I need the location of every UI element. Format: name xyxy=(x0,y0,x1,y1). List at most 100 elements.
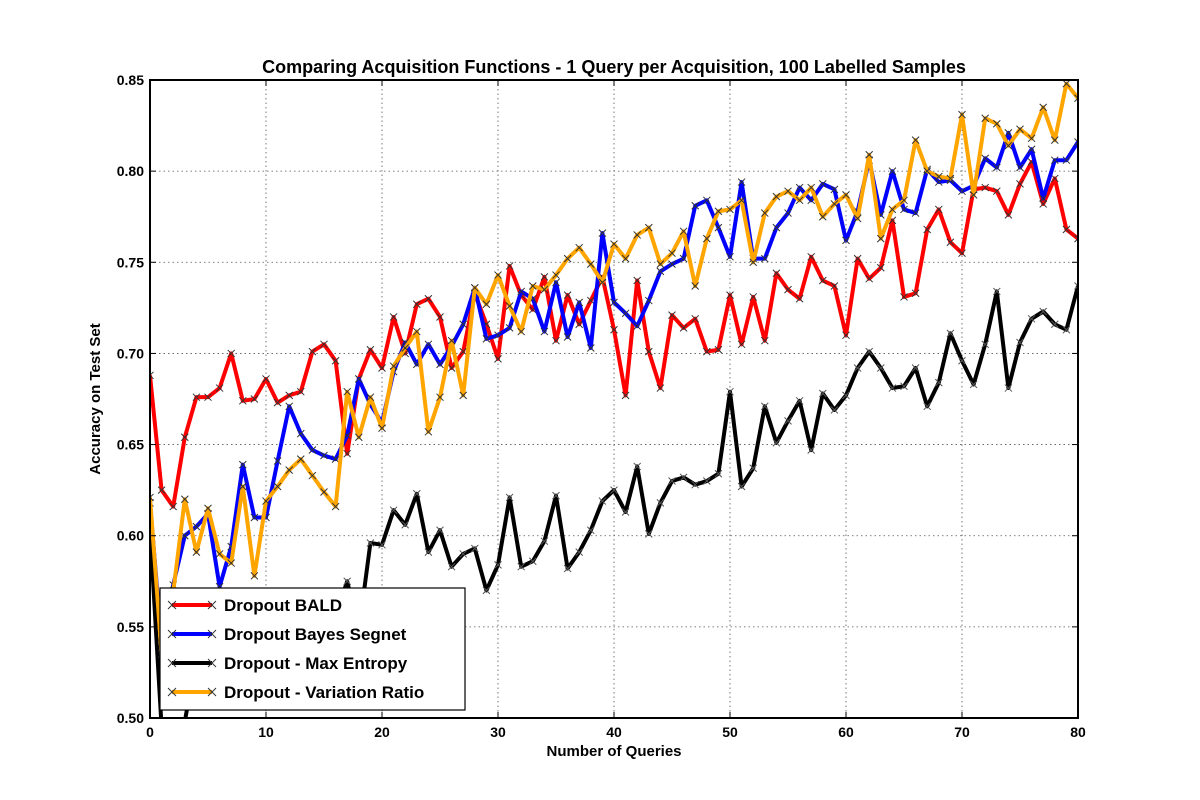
data-point xyxy=(157,486,166,494)
data-point xyxy=(818,212,827,221)
data-point xyxy=(818,276,827,285)
data-point xyxy=(389,362,398,371)
data-point xyxy=(1016,180,1024,188)
y-tick-label: 0.50 xyxy=(117,710,144,726)
data-point xyxy=(958,187,966,196)
data-point xyxy=(505,262,514,270)
data-point xyxy=(876,364,885,372)
data-point xyxy=(1004,384,1013,392)
data-point xyxy=(517,327,526,336)
data-point xyxy=(586,526,595,535)
data-point xyxy=(215,384,224,392)
data-point xyxy=(876,263,885,272)
data-point xyxy=(1016,125,1024,134)
data-point xyxy=(1050,156,1059,165)
data-point xyxy=(679,227,688,236)
data-point xyxy=(842,190,850,199)
data-point xyxy=(981,154,990,163)
x-tick-label: 40 xyxy=(606,724,622,740)
data-point xyxy=(900,293,908,301)
legend-marker xyxy=(207,658,217,668)
y-axis-label: Accuracy on Test Set xyxy=(87,323,104,474)
y-tick-label: 0.60 xyxy=(117,528,144,544)
data-point xyxy=(795,196,804,205)
data-point xyxy=(760,254,769,263)
data-point xyxy=(1062,80,1071,88)
data-point xyxy=(412,327,421,336)
y-tick-label: 0.65 xyxy=(117,437,144,453)
data-point xyxy=(563,564,572,573)
data-point xyxy=(250,571,259,580)
data-point xyxy=(150,493,154,502)
data-point xyxy=(714,207,723,216)
data-point xyxy=(1074,234,1078,243)
data-point xyxy=(424,340,433,349)
data-point xyxy=(714,223,723,232)
data-point xyxy=(505,324,514,332)
x-tick-label: 70 xyxy=(954,724,970,740)
data-point xyxy=(865,150,874,159)
data-point xyxy=(656,267,665,276)
data-point xyxy=(784,285,792,294)
series-1 xyxy=(150,158,1078,511)
data-point xyxy=(714,469,723,478)
data-point xyxy=(447,336,456,345)
legend-marker xyxy=(207,629,217,639)
legend-label: Dropout Bayes Segnet xyxy=(224,625,407,644)
data-point xyxy=(760,336,769,345)
data-point xyxy=(749,258,758,267)
data-point xyxy=(1004,129,1013,137)
data-point xyxy=(911,136,920,145)
data-point xyxy=(679,254,688,263)
data-point xyxy=(180,433,189,442)
data-point xyxy=(888,384,897,392)
data-point xyxy=(1074,282,1078,290)
data-point xyxy=(192,393,201,402)
data-point xyxy=(401,520,410,529)
data-point xyxy=(1027,134,1036,143)
data-point xyxy=(946,238,955,247)
data-point xyxy=(192,548,201,556)
y-tick-label: 0.70 xyxy=(117,345,144,361)
data-point xyxy=(853,254,862,263)
data-point xyxy=(992,187,1001,196)
data-point xyxy=(702,477,711,485)
data-point xyxy=(737,178,746,186)
data-point xyxy=(911,289,920,298)
data-point xyxy=(273,398,282,407)
data-point xyxy=(853,364,862,372)
data-point xyxy=(1039,200,1048,208)
data-point xyxy=(1074,138,1078,146)
data-point xyxy=(656,260,665,268)
data-point xyxy=(436,526,444,535)
data-point xyxy=(610,298,618,307)
data-point xyxy=(853,214,862,223)
data-point xyxy=(633,276,642,285)
data-point xyxy=(528,557,537,566)
data-point xyxy=(436,360,444,369)
data-point xyxy=(517,287,526,296)
data-point xyxy=(296,387,305,396)
data-point xyxy=(691,480,700,489)
data-point xyxy=(934,378,943,387)
data-point xyxy=(795,183,804,192)
data-point xyxy=(273,482,282,491)
data-point xyxy=(714,345,723,354)
data-point xyxy=(946,174,955,183)
data-point xyxy=(830,406,839,414)
data-point xyxy=(691,314,700,323)
data-point xyxy=(238,460,247,469)
data-point xyxy=(354,433,363,442)
data-point xyxy=(969,380,978,389)
data-point xyxy=(552,491,560,500)
y-tick-label: 0.55 xyxy=(117,619,144,635)
data-point xyxy=(633,231,642,239)
data-point xyxy=(563,333,572,341)
data-point xyxy=(1050,320,1059,329)
data-point xyxy=(691,282,700,290)
data-point xyxy=(923,167,932,175)
data-point xyxy=(354,375,363,383)
data-point xyxy=(807,446,816,454)
data-point xyxy=(563,291,572,299)
data-point xyxy=(656,499,665,507)
